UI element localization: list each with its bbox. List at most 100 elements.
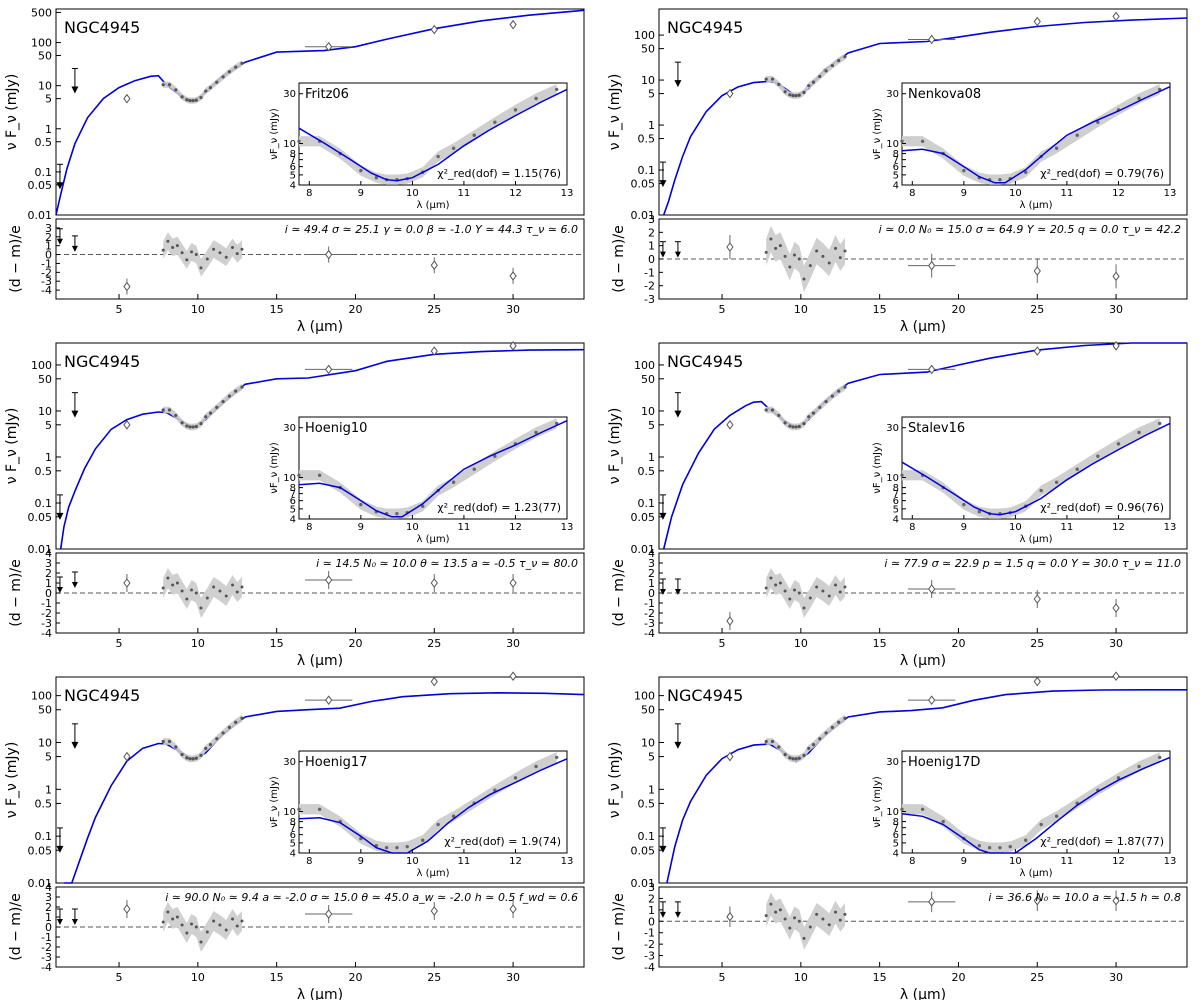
residual-spectrum-point [821,917,825,921]
inset-ytick-label: 7 [893,489,899,500]
inset-spectrum-point [359,168,363,173]
spectrum-point [824,731,828,735]
inset-ytick-label: 4 [893,515,899,526]
sed-xlabel: λ (μm) [297,653,343,669]
residual-spectrum-point [224,255,228,259]
inset-xtick-label: 9 [961,188,967,199]
residual-spectrum-point [834,910,838,914]
residual-point [325,575,333,585]
sed-ytick-label: 50 [38,704,52,717]
residual-ytick-label: 0 [648,253,655,266]
residual-spectrum-point [199,940,203,944]
sed-ytick-label: 5 [648,419,655,432]
inset-spectrum-point [420,838,425,842]
model-name: Hoenig10 [305,421,367,436]
inset-ytick-label: 8 [290,483,296,494]
upper-limit-arrow [71,410,79,418]
sed-frame [658,676,1188,884]
inset-ytick-label: 6 [290,496,296,507]
inset-xtick-label: 8 [909,188,915,199]
residual-point [325,249,333,260]
inset-spectrum-point [451,814,456,818]
model-params: i ≃ 77.9 σ ≃ 22.9 p ≃ 1.5 q ≃ 0.0 Y ≃ 30… [884,557,1181,570]
chi2-label: χ²_red(dof) = 1.15(76) [437,167,561,180]
upper-limit-arrow [659,180,667,188]
residual-ytick-label: -3 [644,617,655,630]
spectrum-point [802,90,806,95]
photometry-point [1112,341,1120,351]
spectrum-point [764,739,768,744]
residual-ylabel: (d − m)/e [8,559,24,626]
inset-xtick-label: 8 [909,522,915,533]
residual-ytick-label: 3 [648,881,655,894]
inset-spectrum-point [1023,170,1028,174]
residual-xtick-label: 25 [1030,971,1044,984]
photometry-point [1033,346,1041,356]
spectrum-point [167,83,172,87]
residual-upper-arrow [659,911,666,918]
sed-ylabel: ν F_ν (mJy) [4,408,20,485]
inset-spectrum-point [900,473,904,477]
model-params: i ≃ 14.5 N₀ ≃ 10.0 θ ≃ 13.5 a ≃ -0.5 τ_ν… [316,557,578,570]
residual-point [726,242,734,252]
residual-spectrum-point [797,919,801,923]
spectrum-point [167,408,172,412]
residual-spectrum-point [171,583,175,587]
inset-xtick-label: 12 [509,188,522,199]
spectrum-point [191,99,195,103]
residual-ylabel: (d − m)/e [611,893,627,960]
residual-ytick-label: 4 [45,547,52,560]
residual-spectrum-point [838,918,842,922]
inset-spectrum-point [374,175,379,180]
spectrum-point [185,756,189,760]
inset-spectrum-point [472,133,476,137]
residual-spectrum-point [166,239,170,243]
sed-ytick-label: 100 [31,359,52,372]
source-name: NGC4945 [64,352,140,371]
inset-xtick-label: 11 [458,188,471,199]
photometry-point [1112,671,1120,682]
spectrum-point [204,415,208,419]
residual-spectrum-band [766,892,845,950]
residual-frame [658,886,1188,968]
residual-ytick-label: 1 [45,240,52,253]
residual-xtick-label: 5 [719,303,726,316]
residual-point [726,911,734,922]
residual-ytick-label: 3 [45,891,52,904]
residual-xtick-label: 30 [506,303,520,316]
inset-ytick-label: 4 [893,849,899,860]
residual-point [430,578,438,588]
residual-point [123,578,131,588]
sed-ytick-label: 0.01 [631,543,656,556]
residual-point [726,616,734,626]
inset-ytick-label: 7 [893,823,899,834]
inset-spectrum-point [1096,120,1100,124]
sed-frame [658,342,1188,550]
inset-frame [298,416,568,520]
residual-spectrum-point [224,928,228,932]
inset-xtick-label: 10 [1009,522,1022,533]
spectrum-point [180,421,184,425]
model-name: Hoenig17D [908,755,980,770]
inset-spectrum-point [1137,96,1141,101]
residual-spectrum-point [827,923,831,927]
inset-xtick-label: 12 [509,522,522,533]
residual-spectrum-point [793,588,797,592]
sed-ytick-label: 500 [31,6,52,19]
spectrum-point [791,757,795,761]
inset-spectrum-point [1075,133,1079,137]
residual-ytick-label: 2 [45,901,52,914]
model-name: Nenkova08 [908,87,981,102]
residual-spectrum-point [240,585,244,589]
spectrum-point [215,737,219,741]
residual-xtick-label: 20 [348,637,362,650]
spectrum-point [788,424,792,428]
residual-spectrum-point [224,594,228,598]
inset-spectrum-point [962,168,966,173]
sed-ytick-label: 0.5 [638,797,656,810]
residual-spectrum-point [774,246,778,250]
inset-model-line [298,758,568,854]
upper-limit-arrow [71,741,79,749]
